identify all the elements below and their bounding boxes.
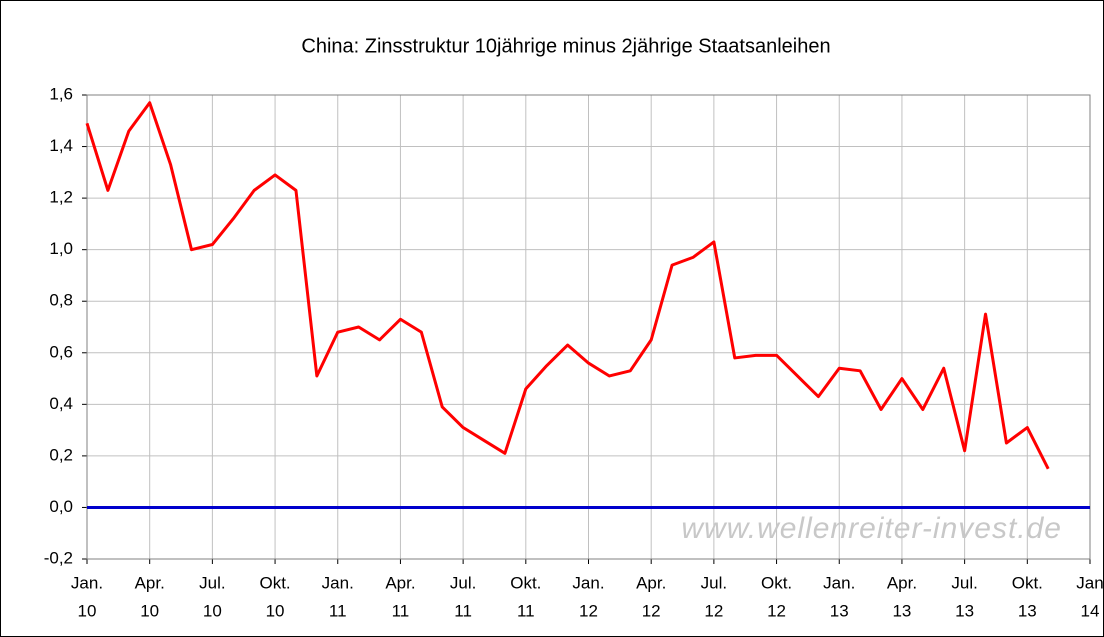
x-tick-label: 14 xyxy=(1081,601,1100,620)
x-tick-label: Okt. xyxy=(761,573,792,592)
x-tick-label: Okt. xyxy=(1012,573,1043,592)
y-tick-label: 0,4 xyxy=(49,394,73,413)
x-tick-label: Okt. xyxy=(259,573,290,592)
x-tick-label: Jan xyxy=(1076,573,1103,592)
x-tick-label: Okt. xyxy=(510,573,541,592)
x-tick-label: 13 xyxy=(892,601,911,620)
chart-title: China: Zinsstruktur 10jährige minus 2jäh… xyxy=(301,35,830,57)
x-tick-label: 12 xyxy=(642,601,661,620)
plot-area xyxy=(86,94,1091,560)
x-tick-label: Apr. xyxy=(887,573,917,592)
x-tick-label: 12 xyxy=(579,601,598,620)
y-tick-label: 0,2 xyxy=(49,445,73,464)
x-tick-label: Jul. xyxy=(951,573,977,592)
x-tick-label: Apr. xyxy=(636,573,666,592)
y-tick-label: 0,6 xyxy=(49,342,73,361)
y-tick-label: 1,4 xyxy=(49,136,73,155)
y-tick-label: 0,0 xyxy=(49,497,73,516)
x-tick-label: Apr. xyxy=(385,573,415,592)
x-tick-label: 10 xyxy=(140,601,159,620)
x-tick-label: 13 xyxy=(830,601,849,620)
y-tick-label: -0,2 xyxy=(44,548,73,567)
x-tick-label: 11 xyxy=(517,601,535,620)
x-tick-label: Jul. xyxy=(199,573,225,592)
x-tick-label: 10 xyxy=(266,601,285,620)
watermark: www.wellenreiter-invest.de xyxy=(681,512,1062,545)
x-tick-label: 12 xyxy=(704,601,723,620)
y-tick-label: 1,2 xyxy=(49,188,73,207)
x-tick-label: Jan. xyxy=(71,573,103,592)
x-tick-label: 11 xyxy=(329,601,347,620)
x-tick-label: 10 xyxy=(78,601,97,620)
x-tick-label: 11 xyxy=(454,601,472,620)
x-tick-label: Jul. xyxy=(701,573,727,592)
x-tick-label: Jan. xyxy=(322,573,354,592)
x-tick-label: Apr. xyxy=(135,573,165,592)
y-tick-label: 1,0 xyxy=(49,239,73,258)
x-tick-label: 13 xyxy=(955,601,974,620)
data-line xyxy=(85,101,1050,470)
x-tick-label: Jan. xyxy=(572,573,604,592)
x-tick-label: 11 xyxy=(392,601,410,620)
x-tick-label: Jul. xyxy=(450,573,476,592)
y-tick-label: 0,8 xyxy=(49,291,73,310)
x-tick-label: 10 xyxy=(203,601,222,620)
x-tick-label: 12 xyxy=(767,601,786,620)
x-tick-label: Jan. xyxy=(823,573,855,592)
x-tick-label: 13 xyxy=(1018,601,1037,620)
y-tick-label: 1,6 xyxy=(49,84,73,103)
